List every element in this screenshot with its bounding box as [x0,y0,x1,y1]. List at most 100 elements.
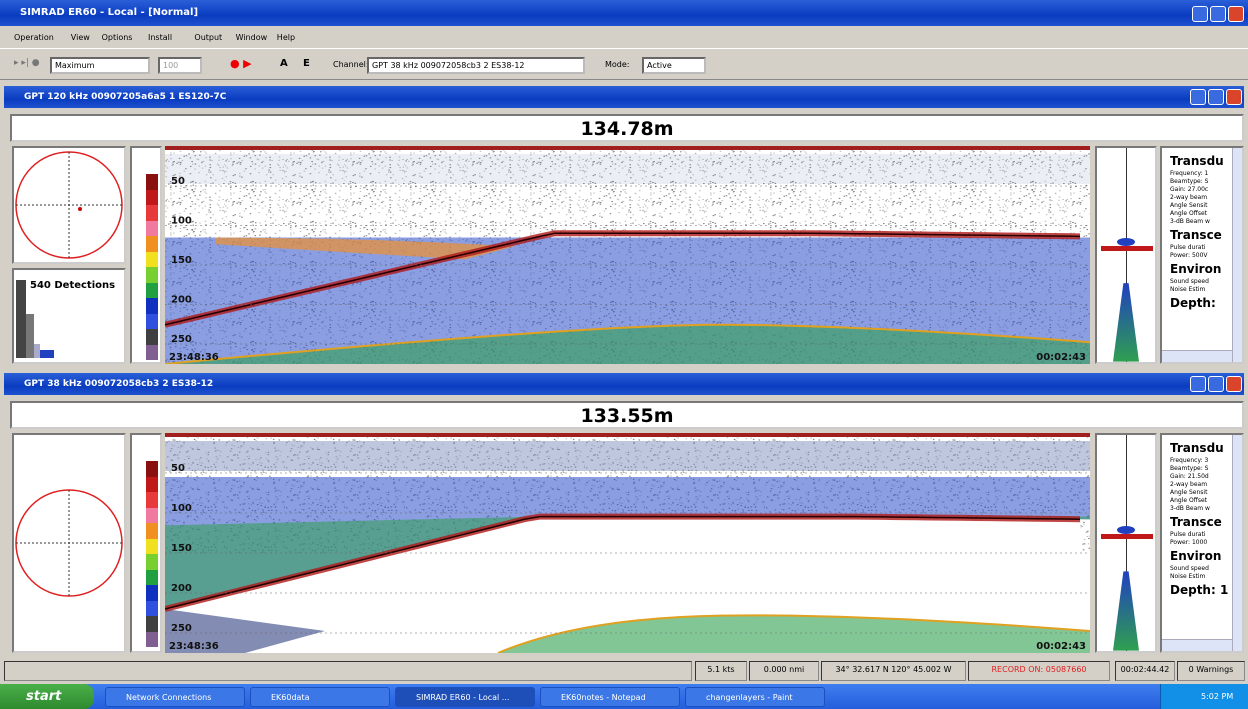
button-e[interactable]: E [303,58,310,69]
channel-dropdown[interactable]: GPT 38 kHz 009072058cb3 2 ES38-12 [367,57,585,74]
scale-swatch [146,631,158,647]
scale-swatch [146,507,158,523]
info-line: Gain: 21.50d [1170,473,1209,480]
info-line: Frequency: 3 [1170,457,1209,464]
scale-swatch [146,329,158,345]
minimize-button[interactable] [1190,89,1206,105]
beam-axis [1126,148,1127,362]
scatter-band [165,154,1090,184]
playback-controls[interactable]: ▸ ▸| ● [14,58,40,68]
target-circle [15,489,123,597]
minimize-button[interactable] [1190,376,1206,392]
beam-axis [1126,435,1127,651]
info-line: Power: 500V [1170,252,1208,259]
menu-item[interactable]: Operation [14,33,54,42]
mode-dropdown[interactable]: Active [642,57,706,74]
button-a[interactable]: A [280,58,288,69]
channel-value: GPT 38 kHz 009072058cb3 2 ES38-12 [372,61,525,70]
scatter-band [165,441,1090,471]
second-echo-edge [165,323,1090,364]
hscrollbar[interactable] [1162,350,1232,362]
scrollbar[interactable] [1232,148,1242,362]
depth-tick-label: 200 [171,295,192,306]
info-line: 2-way beam [1170,194,1208,201]
beam-tail [1113,571,1139,651]
scale-swatch [146,585,158,601]
maximize-button[interactable] [1208,376,1224,392]
close-button[interactable] [1226,376,1242,392]
panel-title: GPT 38 kHz 009072058cb3 2 ES38-12 [24,379,214,389]
info-heading: Depth: 1 [1170,583,1229,597]
info-line: Angle Sensit [1170,489,1208,496]
menu-item[interactable]: Help [276,33,296,42]
tray: 5:02 PM [1160,684,1248,709]
seabed-line [165,515,1081,610]
mode-value: Active [647,61,672,70]
surface-band [165,146,1090,150]
histogram-bar [16,280,26,358]
scale-swatch [146,267,158,283]
mode-label: Mode: [605,60,630,69]
taskbar-item[interactable]: EK60data [250,687,390,707]
position-indicator [12,433,126,653]
beam-peak [1101,534,1153,539]
menu-item[interactable]: View [70,33,90,42]
status-cell: 0 Warnings [1177,661,1245,681]
depth-tick-label: 250 [171,623,192,634]
scale-swatch [146,220,158,236]
close-button[interactable] [1228,6,1244,22]
panel-title-bar: GPT 38 kHz 009072058cb3 2 ES38-12 [4,373,1244,395]
info-line: Angle Offset [1170,497,1208,504]
menu-item[interactable]: Window [235,33,268,42]
maximize-button[interactable] [1210,6,1226,22]
position-indicator [12,146,126,264]
scale-swatch [146,189,158,205]
bottom-tail [165,609,325,653]
taskbar-item[interactable]: EK60notes - Notepad [540,687,680,707]
scale-swatch [146,492,158,508]
close-button[interactable] [1226,89,1242,105]
info-panel: Transdu Frequency: 3 Beamtype: S Gain: 21.5… [1160,433,1244,653]
depth-tick-label: 100 [171,216,192,227]
info-heading: Transdu [1170,441,1224,455]
range-dropdown[interactable]: Maximum [50,57,150,74]
taskbar-item[interactable]: changenlayers - Paint [685,687,825,707]
info-line: 3-dB Beam w [1170,218,1210,225]
status-cell: RECORD ON: 05087660 [968,661,1110,681]
menu-item[interactable]: Install [148,33,173,42]
taskbar-item[interactable]: SIMRAD ER60 - Local ... [395,687,535,707]
beam-tail [1113,283,1139,362]
depth-tick-label: 150 [171,255,192,266]
maximize-button[interactable] [1208,89,1224,105]
beam-profile [1095,433,1157,653]
hscrollbar[interactable] [1162,639,1232,651]
depth-tick-label: 50 [171,463,185,474]
taskbar-item[interactable]: Network Connections [105,687,245,707]
start-button[interactable]: start [0,684,94,709]
menu-item[interactable]: Output [194,33,223,42]
minimize-button[interactable] [1192,6,1208,22]
scale-swatch [146,616,158,632]
status-cell: 0.000 nmi [749,661,819,681]
panel-title-bar: GPT 120 kHz 00907205a6a5 1 ES120-7C [4,86,1244,108]
beam-core [1117,238,1135,247]
scale-swatch [146,313,158,329]
color-scale [130,146,162,364]
record-buttons[interactable]: ● ▶ [230,57,252,70]
menu-item[interactable]: Options [101,33,133,42]
scale-swatch [146,236,158,252]
scale-swatch [146,344,158,360]
info-line: Sound speed [1170,278,1209,285]
info-line: Beamtype: S [1170,178,1209,185]
range-value: Maximum [55,61,95,70]
scale-swatch [146,569,158,585]
scale-swatch [146,461,158,477]
scale-swatch [146,251,158,267]
info-heading: Transce [1170,515,1222,529]
seabed-line [165,232,1081,326]
value-spin[interactable]: 100 [158,57,202,74]
surface-band [165,433,1090,437]
green-layer [165,516,1090,609]
target-circle [15,151,123,259]
scrollbar[interactable] [1232,435,1242,651]
